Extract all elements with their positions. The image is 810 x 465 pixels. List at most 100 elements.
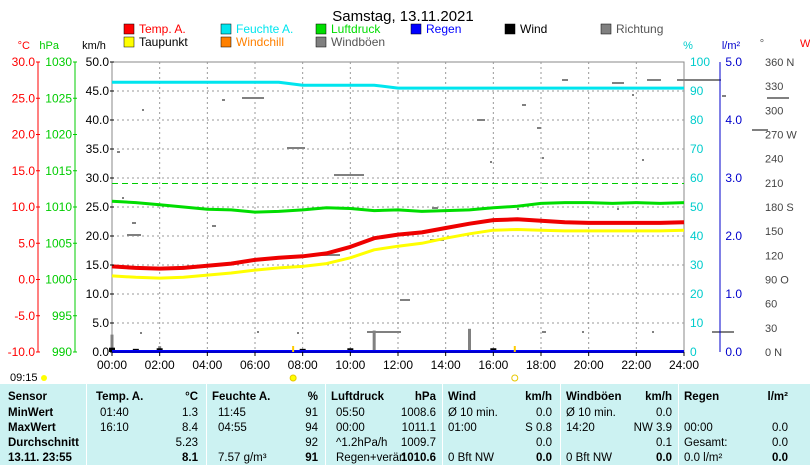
hum-tick-8: 20 <box>690 287 704 301</box>
temp-axis-unit: °C <box>18 40 30 52</box>
sun-icon <box>41 375 47 381</box>
rain-axis-unit: l/m² <box>722 40 741 52</box>
hum-tick-0: 100 <box>690 55 710 69</box>
legend-label-4: Wind <box>520 22 547 36</box>
rain-tick-5: 0.0 <box>725 345 742 359</box>
press-tick-8: 990 <box>52 345 72 359</box>
rain-tick-1: 4.0 <box>725 113 742 127</box>
temp-tick-0: 30.0 <box>12 55 36 69</box>
stats-press-val-2: 1009.7 <box>400 437 436 449</box>
dir-tick-9: 90 O <box>765 275 789 287</box>
legend-label-8: Windböen <box>331 35 385 49</box>
stats-temp-time-1: 16:10 <box>100 422 129 434</box>
rain-tick-4: 1.0 <box>725 287 742 301</box>
stats-gust-val-3: 0.0 <box>656 452 672 464</box>
hum-tick-1: 90 <box>690 84 704 98</box>
temp-tick-5: 5.0 <box>18 236 35 250</box>
solar-axis-unit: W/m² <box>800 38 810 50</box>
hum-tick-2: 80 <box>690 113 704 127</box>
wind-tick-9: 5.0 <box>92 316 109 330</box>
wind-tick-5: 25.0 <box>86 200 110 214</box>
stats-label-1: MaxWert <box>8 422 56 434</box>
stats-rain-a-2: Gesamt: <box>684 437 728 449</box>
temp-tick-2: 20.0 <box>12 128 36 142</box>
dir-axis-unit: ° <box>760 38 764 50</box>
dewpoint-line <box>111 228 685 280</box>
stats-gust-val-1: NW 3.9 <box>633 422 672 434</box>
stats-wind-val-2: 0.0 <box>536 437 552 449</box>
stats-temp-val-1: 8.4 <box>182 422 198 434</box>
stats-press-val-1: 1011.1 <box>401 422 436 434</box>
header-sensor: Sensor <box>8 391 47 403</box>
rain-tick-3: 2.0 <box>725 229 742 243</box>
dir-tick-0: 360 N <box>765 57 794 69</box>
wind-tick-7: 15.0 <box>86 258 110 272</box>
stats-temp-val-0: 1.3 <box>182 407 198 419</box>
axes: 30.025.020.015.010.05.00.0-5.0-10.010301… <box>8 55 798 372</box>
temp-tick-3: 15.0 <box>12 164 36 178</box>
dir-tick-10: 60 <box>765 299 777 311</box>
dir-tick-4: 240 <box>765 154 783 166</box>
legend-label-6: Taupunkt <box>139 35 188 49</box>
stats-wind-a-1: 01:00 <box>448 422 477 434</box>
x-tick-11: 22:00 <box>621 358 651 372</box>
legend-label-5: Richtung <box>616 22 663 36</box>
rain-tick-0: 5.0 <box>725 55 742 69</box>
stats-wind-a-3: 0 Bft NW <box>448 452 495 464</box>
stats-rain-a-3: 0.0 l/m² <box>684 452 723 464</box>
temp-tick-4: 10.0 <box>12 200 36 214</box>
temp-tick-7: -5.0 <box>14 309 35 323</box>
x-tick-4: 08:00 <box>288 358 318 372</box>
pressure-line <box>111 199 685 214</box>
x-tick-9: 18:00 <box>526 358 556 372</box>
press-tick-1: 1025 <box>45 91 72 105</box>
stats-label-3: 13.11. 23:55 <box>8 452 72 464</box>
stats-hum-time-0: 11:45 <box>218 407 246 419</box>
chart-title: Samstag, 13.11.2021 <box>332 8 474 25</box>
hum-tick-6: 40 <box>690 229 704 243</box>
press-tick-6: 1000 <box>45 273 72 287</box>
header-temp: Temp. A. <box>96 391 144 403</box>
rain-tick-2: 3.0 <box>725 171 742 185</box>
stats-gust-val-0: 0.0 <box>656 407 672 419</box>
dir-tick-6: 180 S <box>765 202 794 214</box>
header-press: Luftdruck <box>331 391 385 403</box>
legend-swatch-1 <box>220 23 232 35</box>
stats-hum-val-3: 91 <box>305 452 318 464</box>
x-tick-2: 04:00 <box>192 358 222 372</box>
direction-marks <box>117 79 789 334</box>
humidity-line <box>112 80 684 90</box>
hum-tick-9: 10 <box>690 316 704 330</box>
sunset-icon <box>511 374 519 382</box>
wind-tick-8: 10.0 <box>86 287 110 301</box>
hum-tick-7: 30 <box>690 258 704 272</box>
stats-gust-a-3: 0 Bft NW <box>566 452 613 464</box>
legend-swatch-4 <box>504 23 516 35</box>
press-tick-7: 995 <box>52 309 72 323</box>
header-temp-unit: °C <box>185 391 198 403</box>
header-wind: Wind <box>448 391 476 403</box>
stats-gust-a-1: 14:20 <box>566 422 595 434</box>
header-press-unit: hPa <box>414 391 436 403</box>
dir-tick-8: 120 <box>765 250 783 262</box>
grid <box>112 62 684 352</box>
hum-axis-unit: % <box>683 40 693 52</box>
stats-hum-time-1: 04:55 <box>218 422 247 434</box>
stats-label-0: MinWert <box>8 407 54 419</box>
press-axis-unit: hPa <box>39 40 59 52</box>
x-tick-12: 24:00 <box>669 358 699 372</box>
stats-press-val-0: 1008.6 <box>400 407 436 419</box>
stats-press-time-3: Regen+verän <box>336 452 406 464</box>
stats-table: Sensor Temp. A. °C Feuchte A. % Luftdruc… <box>0 384 810 465</box>
legend-swatch-6 <box>123 36 135 48</box>
press-tick-3: 1015 <box>45 164 72 178</box>
wind-axis-unit: km/h <box>82 40 106 52</box>
x-tick-1: 02:00 <box>145 358 175 372</box>
stats-press-val-3: 1010.6 <box>400 452 436 464</box>
dir-tick-12: 0 N <box>765 347 782 359</box>
legend-swatch-2 <box>315 23 327 35</box>
x-tick-8: 16:00 <box>478 358 508 372</box>
stats-rain-a-1: 00:00 <box>684 422 713 434</box>
press-tick-5: 1005 <box>45 236 72 250</box>
press-tick-0: 1030 <box>45 55 72 69</box>
